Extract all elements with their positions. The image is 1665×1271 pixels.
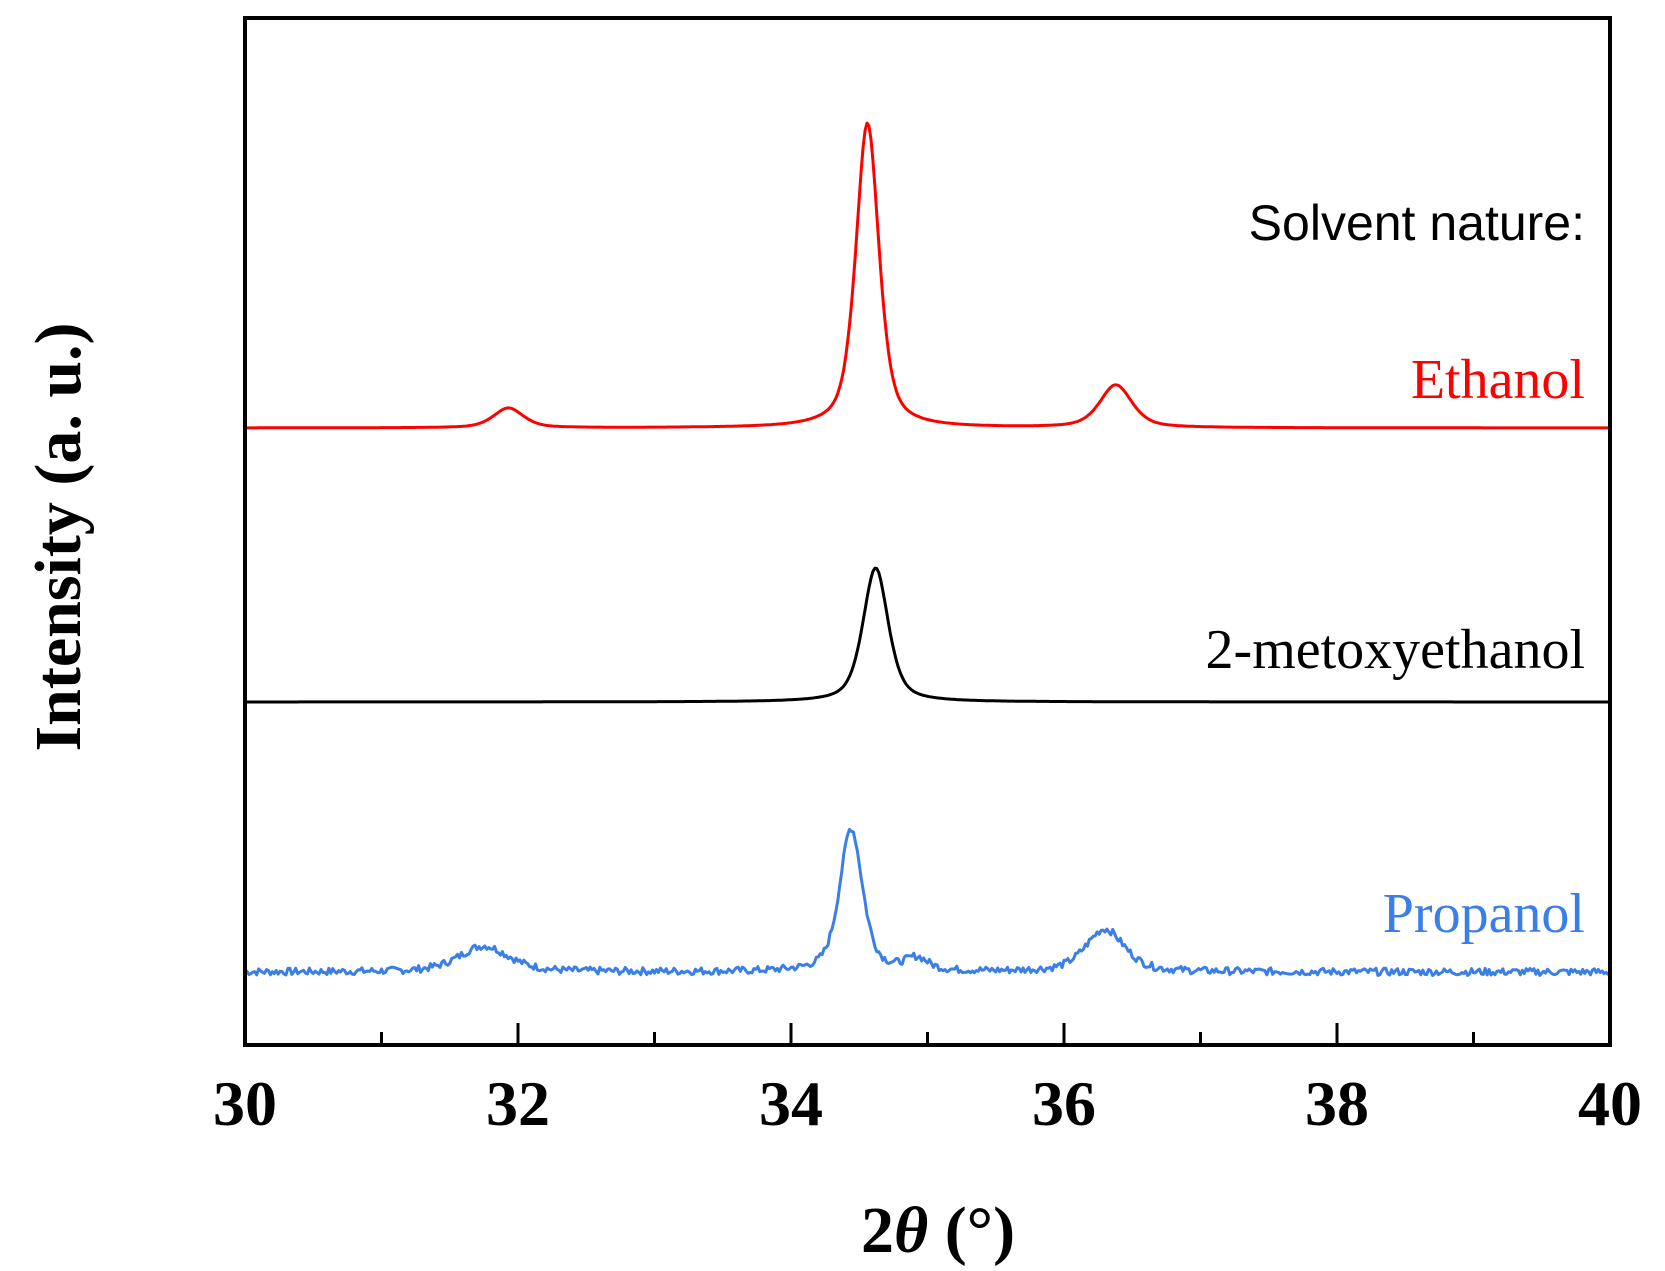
x-tick-labels: 30 32 34 36 38 40	[213, 1068, 1642, 1139]
x-tick-label: 30	[213, 1068, 277, 1139]
x-axis-title: 2θ (°)	[861, 1194, 1015, 1267]
x-tick-label: 32	[486, 1068, 550, 1139]
y-axis-title: Intensity (a. u.)	[22, 322, 95, 751]
x-tick-label: 34	[759, 1068, 823, 1139]
series-label-ethanol: Ethanol	[1411, 349, 1585, 411]
series-label-propanol: Propanol	[1383, 883, 1585, 945]
legend-title: Solvent nature:	[1249, 195, 1585, 251]
x-tick-label: 40	[1578, 1068, 1642, 1139]
x-ticks	[243, 1023, 1612, 1045]
x-tick-label: 36	[1032, 1068, 1096, 1139]
series-label-2-metoxyethanol: 2-metoxyethanol	[1206, 619, 1585, 681]
series-line-propanol	[244, 827, 1612, 977]
series-line-2-metoxyethanol	[245, 566, 1610, 704]
series-line-ethanol	[245, 121, 1610, 430]
series-layer	[244, 121, 1612, 977]
x-tick-label: 38	[1305, 1068, 1369, 1139]
